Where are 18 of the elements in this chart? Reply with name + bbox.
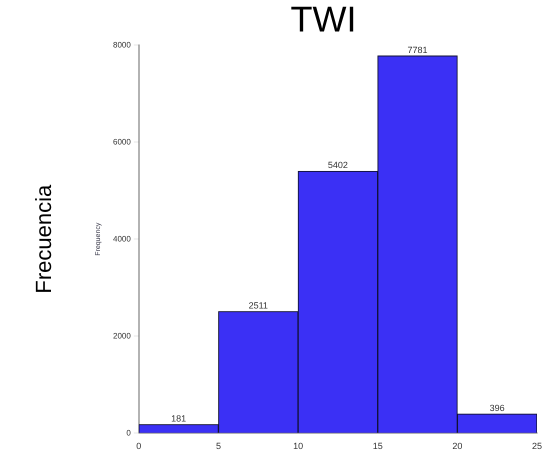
y-tick-label: 4000 <box>113 234 132 244</box>
data-label: 396 <box>490 402 505 413</box>
y-axis-title: Frecuencia <box>31 184 56 294</box>
data-label: 7781 <box>408 44 428 55</box>
x-tick-label: 0 <box>136 441 142 452</box>
x-tick-label: 10 <box>293 441 304 452</box>
x-tick-label: 25 <box>532 441 542 452</box>
data-label: 181 <box>171 413 186 424</box>
x-tick-label: 15 <box>372 441 383 452</box>
y-tick-label: 0 <box>126 428 132 438</box>
chart-title: TWI <box>290 0 356 40</box>
y-tick-label: 6000 <box>113 137 132 146</box>
y-tick-label: 2000 <box>113 331 132 340</box>
data-label: 5402 <box>328 160 348 170</box>
x-tick-label: 5 <box>216 441 221 452</box>
data-label: 2511 <box>248 300 268 310</box>
y-tick-label: 8000 <box>113 40 132 50</box>
x-tick-label: 20 <box>452 441 462 452</box>
